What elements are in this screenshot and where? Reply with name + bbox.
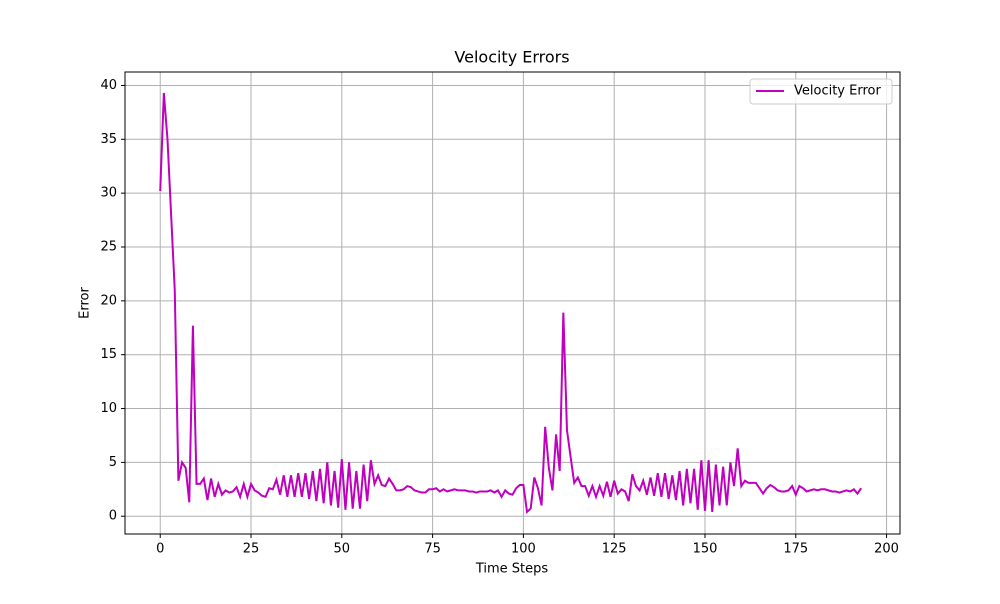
x-tick-label: 0 (156, 542, 164, 557)
legend-label: Velocity Error (794, 84, 881, 99)
x-tick-label: 200 (874, 542, 899, 557)
y-tick-label: 10 (100, 401, 117, 416)
y-tick-label: 0 (109, 509, 117, 524)
x-tick-label: 75 (424, 542, 441, 557)
y-tick-label: 40 (100, 78, 117, 93)
x-axis-label: Time Steps (475, 562, 549, 577)
chart-title: Velocity Errors (454, 48, 569, 67)
x-tick-label: 25 (243, 542, 260, 557)
y-axis-label: Error (78, 287, 93, 319)
x-tick-label: 150 (693, 542, 718, 557)
data-line (159, 92, 862, 514)
legend-box (749, 78, 893, 105)
y-tick-label: 15 (100, 347, 117, 362)
x-tick-label: 100 (511, 542, 536, 557)
y-tick-label: 25 (100, 240, 117, 255)
plot-frame (124, 71, 901, 535)
y-tick-label: 5 (109, 455, 117, 470)
y-tick-label: 20 (100, 293, 117, 308)
y-tick-label: 35 (100, 132, 117, 147)
x-tick-label: 175 (783, 542, 808, 557)
x-tick-label: 125 (602, 542, 627, 557)
y-tick-label: 30 (100, 186, 117, 201)
x-tick-label: 50 (334, 542, 351, 557)
